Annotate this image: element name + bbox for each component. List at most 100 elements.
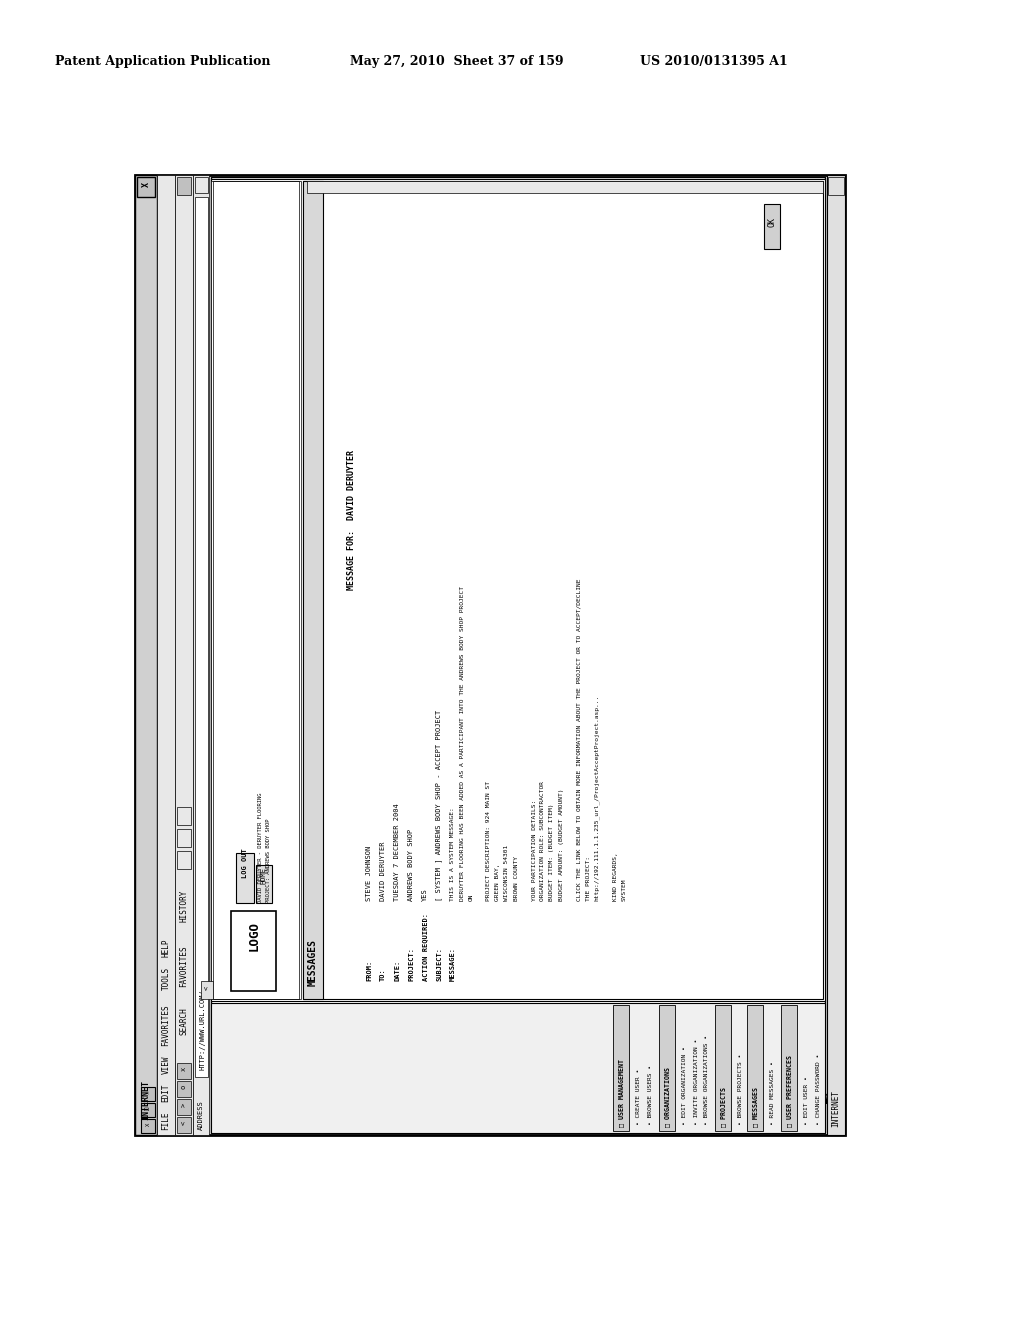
Text: BROWN COUNTY: BROWN COUNTY xyxy=(513,855,518,902)
Text: DAVID DERUYTER: DAVID DERUYTER xyxy=(380,842,386,902)
Polygon shape xyxy=(141,1119,155,1133)
Text: ORGANIZATION ROLE: SUBCONTRACTOR: ORGANIZATION ROLE: SUBCONTRACTOR xyxy=(541,781,546,902)
Text: ADDRESS: ADDRESS xyxy=(198,1101,204,1130)
Text: o: o xyxy=(181,1085,187,1089)
Polygon shape xyxy=(303,181,323,999)
Text: KIND REGARDS,: KIND REGARDS, xyxy=(612,853,617,902)
Text: ACTION REQUIRED:: ACTION REQUIRED: xyxy=(422,913,428,981)
Text: □ PROJECTS: □ PROJECTS xyxy=(720,1086,726,1127)
Text: ANDREWS BODY SHOP: ANDREWS BODY SHOP xyxy=(408,829,414,902)
Text: HOME: HOME xyxy=(261,867,267,884)
Text: • EDIT ORGANIZATION •: • EDIT ORGANIZATION • xyxy=(683,1047,687,1125)
Text: US 2010/0131395 A1: US 2010/0131395 A1 xyxy=(640,55,787,69)
Polygon shape xyxy=(211,181,301,999)
Text: STEVE JOHNSON: STEVE JOHNSON xyxy=(366,846,372,902)
Polygon shape xyxy=(177,1117,191,1133)
Text: PROJECT: ANDREWS BODY SHOP: PROJECT: ANDREWS BODY SHOP xyxy=(265,818,270,903)
Polygon shape xyxy=(177,1081,191,1097)
Polygon shape xyxy=(177,851,191,869)
Text: INTERNET: INTERNET xyxy=(831,1090,841,1127)
Polygon shape xyxy=(827,176,845,1135)
Text: [ SYSTEM ] ANDREWS BODY SHOP - ACCEPT PROJECT: [ SYSTEM ] ANDREWS BODY SHOP - ACCEPT PR… xyxy=(435,710,442,902)
Polygon shape xyxy=(137,177,155,197)
Polygon shape xyxy=(764,205,780,249)
Polygon shape xyxy=(177,829,191,847)
Text: □ ORGANIZATIONS: □ ORGANIZATIONS xyxy=(664,1067,670,1127)
Text: VIEW: VIEW xyxy=(162,1056,171,1074)
Text: ON: ON xyxy=(469,894,473,902)
Text: BUDGET ITEM: (BUDGET ITEM): BUDGET ITEM: (BUDGET ITEM) xyxy=(550,804,555,902)
Text: • INVITE ORGANIZATION •: • INVITE ORGANIZATION • xyxy=(693,1039,698,1125)
Text: TOOLS: TOOLS xyxy=(162,968,171,990)
Polygon shape xyxy=(746,1005,763,1131)
Text: FILE: FILE xyxy=(162,1111,171,1130)
Text: FAVORITES: FAVORITES xyxy=(162,1005,171,1045)
Polygon shape xyxy=(211,1003,825,1133)
Text: X: X xyxy=(145,1123,151,1126)
Text: http://192.111.1.1.235_url_/ProjectAcceptProject.asp...: http://192.111.1.1.235_url_/ProjectAccep… xyxy=(594,694,600,902)
Text: • BROWSE USERS •: • BROWSE USERS • xyxy=(647,1065,652,1125)
Text: • READ MESSAGES •: • READ MESSAGES • xyxy=(770,1061,775,1125)
Text: DAVID DERUYTER - DERUYTER FLOORING: DAVID DERUYTER - DERUYTER FLOORING xyxy=(257,792,262,903)
Polygon shape xyxy=(141,1086,155,1101)
Polygon shape xyxy=(195,197,208,1077)
Polygon shape xyxy=(177,1063,191,1078)
Text: MESSAGE:: MESSAGE: xyxy=(450,946,456,981)
Text: □ USER PREFERENCES: □ USER PREFERENCES xyxy=(786,1055,792,1127)
Text: DERUYTER FLOORING HAS BEEN ADDED AS A PARTICIPANT INTO THE ANDREWS BODY SHOP PRO: DERUYTER FLOORING HAS BEEN ADDED AS A PA… xyxy=(460,586,465,902)
Text: • CHANGE PASSWORD •: • CHANGE PASSWORD • xyxy=(815,1053,820,1125)
Text: <: < xyxy=(204,986,210,990)
Text: SYSTEM: SYSTEM xyxy=(622,879,627,902)
Text: CLICK THE LINK BELOW TO OBTAIN MORE INFORMATION ABOUT THE PROJECT OR TO ACCEPT/D: CLICK THE LINK BELOW TO OBTAIN MORE INFO… xyxy=(577,578,582,902)
Text: □: □ xyxy=(145,1106,151,1110)
Text: • EDIT USER •: • EDIT USER • xyxy=(805,1076,810,1125)
Polygon shape xyxy=(135,176,845,1135)
Polygon shape xyxy=(211,177,825,1133)
Polygon shape xyxy=(303,181,823,999)
Polygon shape xyxy=(177,1100,191,1115)
Text: YOUR PARTICIPATION DETAILS:: YOUR PARTICIPATION DETAILS: xyxy=(531,800,537,902)
Polygon shape xyxy=(135,176,157,1135)
Polygon shape xyxy=(157,176,175,1135)
Text: MESSAGES: MESSAGES xyxy=(308,939,318,986)
Polygon shape xyxy=(828,177,844,195)
Text: x: x xyxy=(181,1067,187,1071)
Text: • BROWSE ORGANIZATIONS •: • BROWSE ORGANIZATIONS • xyxy=(705,1035,710,1125)
Text: □ USER MANAGEMENT: □ USER MANAGEMENT xyxy=(618,1059,624,1127)
Text: >: > xyxy=(181,1102,187,1107)
Text: INTERNET: INTERNET xyxy=(141,1080,151,1119)
Text: OK: OK xyxy=(768,216,776,227)
Text: THE PROJECT:: THE PROJECT: xyxy=(586,855,591,902)
Polygon shape xyxy=(613,1005,629,1131)
Text: • CREATE USER •: • CREATE USER • xyxy=(637,1069,641,1125)
Text: WISCONSIN 54301: WISCONSIN 54301 xyxy=(505,845,510,902)
Text: MESSAGE FOR:  DAVID DERUYTER: MESSAGE FOR: DAVID DERUYTER xyxy=(346,450,355,590)
Polygon shape xyxy=(177,177,191,195)
Text: SEARCH: SEARCH xyxy=(179,1007,188,1035)
Text: LOGO: LOGO xyxy=(248,921,260,950)
Polygon shape xyxy=(715,1005,731,1131)
Polygon shape xyxy=(195,177,208,193)
Text: LOG OUT: LOG OUT xyxy=(242,849,248,878)
Polygon shape xyxy=(141,1104,155,1117)
Text: EDIT: EDIT xyxy=(162,1084,171,1102)
Text: FROM:: FROM: xyxy=(366,960,372,981)
Text: <: < xyxy=(181,1121,187,1125)
Text: _: _ xyxy=(145,1090,151,1094)
Polygon shape xyxy=(659,1005,675,1131)
Text: THIS IS A SYSTEM MESSAGE:: THIS IS A SYSTEM MESSAGE: xyxy=(451,808,456,902)
Text: PROJECT:: PROJECT: xyxy=(408,946,414,981)
Text: GREEN BAY,: GREEN BAY, xyxy=(496,863,501,902)
Polygon shape xyxy=(201,981,213,999)
Text: DATE:: DATE: xyxy=(394,960,400,981)
Text: SUBJECT:: SUBJECT: xyxy=(436,946,442,981)
Polygon shape xyxy=(231,911,276,991)
Text: TUESDAY 7 DECEMBER 2004: TUESDAY 7 DECEMBER 2004 xyxy=(394,804,400,902)
Text: X: X xyxy=(141,182,151,187)
Text: HISTORY: HISTORY xyxy=(179,890,188,923)
Text: YES: YES xyxy=(422,888,428,902)
Text: Patent Application Publication: Patent Application Publication xyxy=(55,55,270,69)
Text: HTTP://WWW.URL.COM/: HTTP://WWW.URL.COM/ xyxy=(199,989,205,1071)
Text: • BROWSE PROJECTS •: • BROWSE PROJECTS • xyxy=(738,1053,743,1125)
Polygon shape xyxy=(307,181,823,193)
